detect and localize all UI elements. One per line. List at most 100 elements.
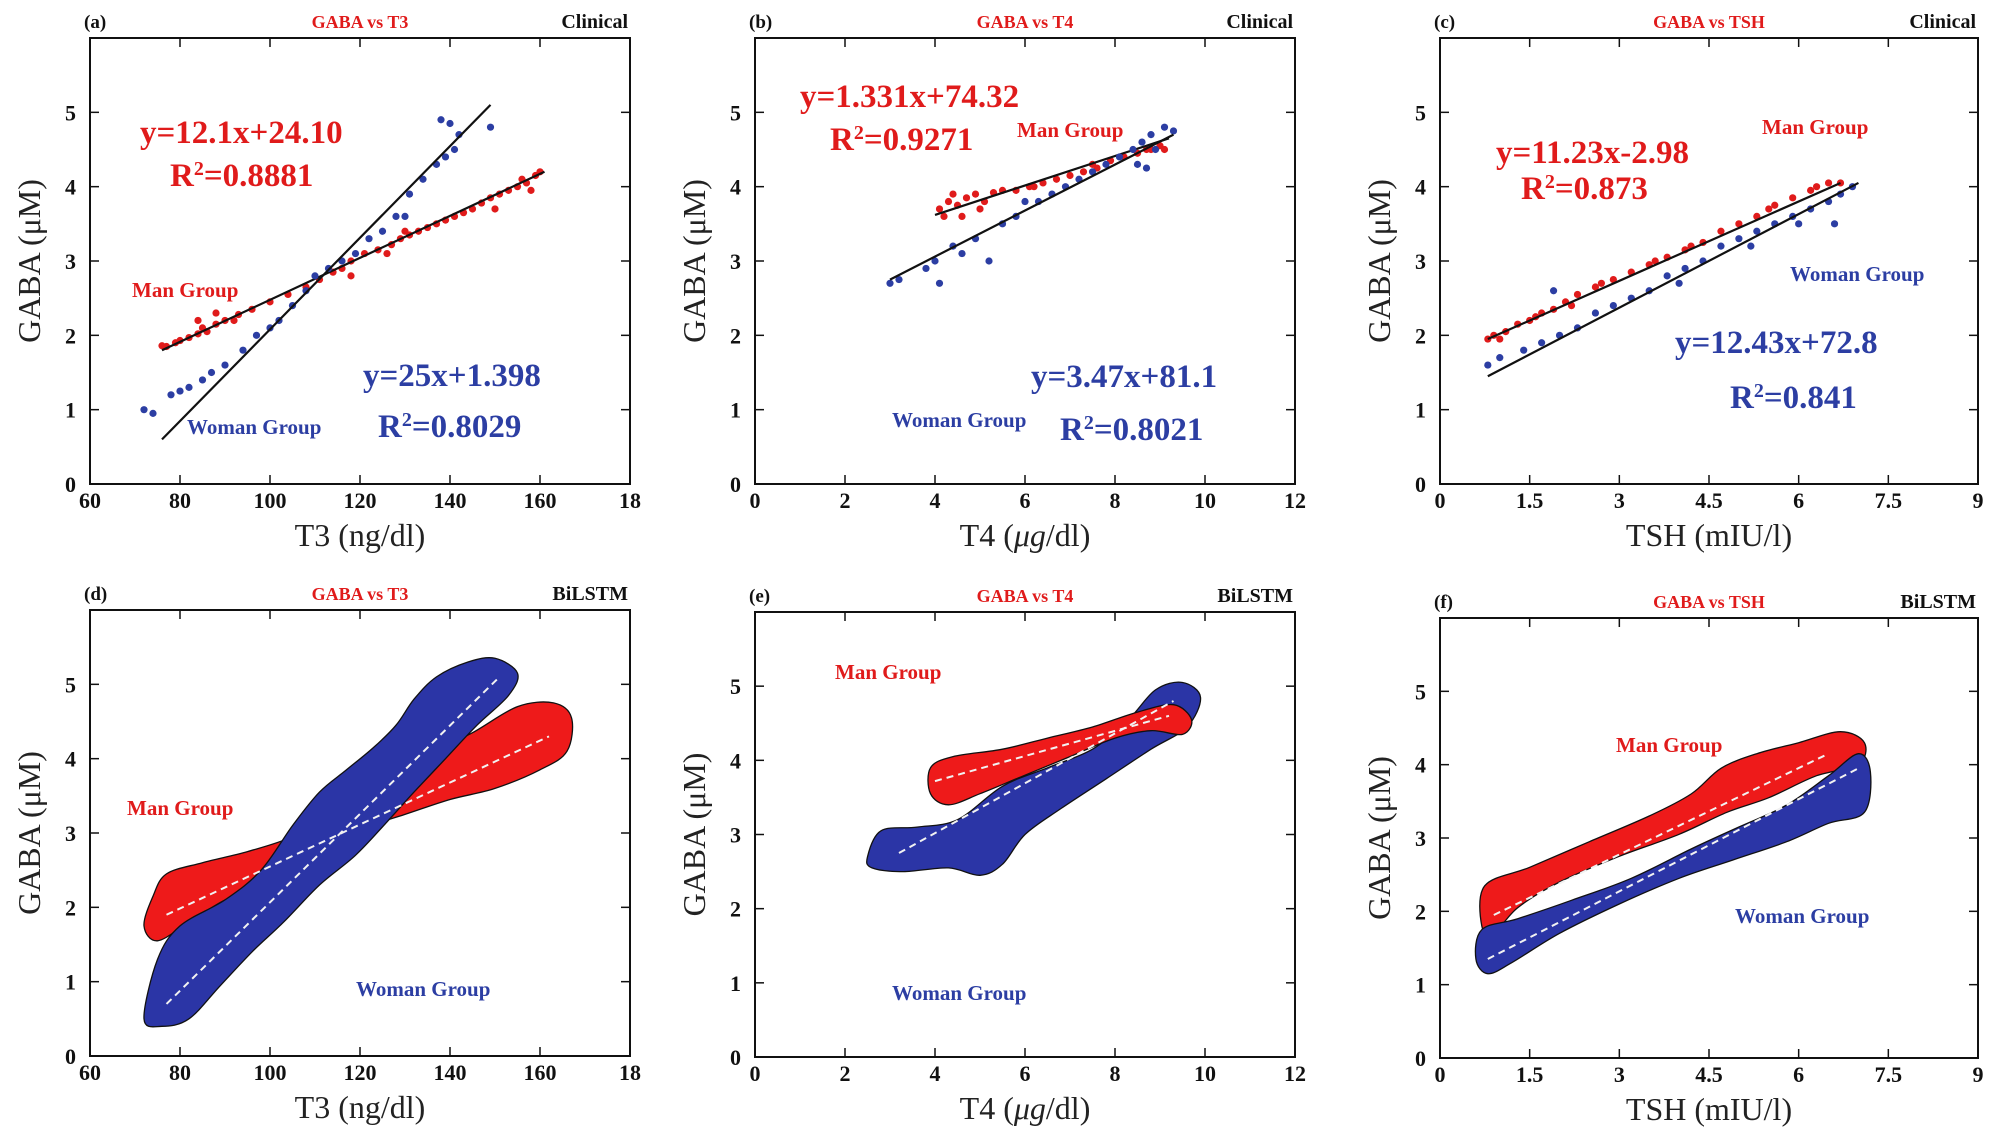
regression-equation: y=25x+1.398 — [363, 358, 541, 394]
data-point — [1030, 183, 1038, 191]
regression-equation: y=12.1x+24.10 — [140, 115, 343, 151]
data-point — [971, 190, 980, 198]
x-tick-label: 160 — [524, 1060, 557, 1085]
data-point — [140, 406, 148, 414]
y-tick-label: 0 — [730, 472, 741, 497]
data-point — [347, 272, 355, 280]
x-tick-label: 9 — [1973, 488, 1984, 513]
y-tick-label: 4 — [65, 747, 76, 772]
x-tick-label: 6 — [1793, 488, 1804, 513]
data-point — [311, 272, 319, 280]
y-axis-label: GABA (μM) — [11, 751, 47, 915]
x-tick-label: 0 — [750, 1061, 761, 1086]
y-tick-label: 2 — [65, 895, 76, 920]
data-point — [1651, 257, 1659, 265]
chart-title: GABA vs T4 — [977, 12, 1074, 32]
x-tick-label: 140 — [434, 1060, 467, 1085]
data-point — [252, 331, 261, 339]
x-tick-label: 120 — [344, 1060, 377, 1085]
x-tick-label: 4.5 — [1695, 1062, 1723, 1087]
data-point — [1484, 361, 1492, 369]
woman-group-series — [886, 123, 1178, 287]
chart-tag: BiLSTM — [552, 583, 628, 605]
y-tick-label: 2 — [1415, 899, 1426, 924]
data-point — [1079, 168, 1088, 176]
data-point — [1102, 160, 1110, 168]
y-tick-label: 3 — [65, 249, 76, 274]
data-point — [1591, 309, 1600, 317]
woman-trend-line — [898, 700, 1174, 854]
x-tick-label: 6 — [1793, 1062, 1804, 1087]
group-label: Man Group — [1762, 115, 1868, 139]
data-point — [1549, 287, 1558, 295]
y-tick-label: 2 — [1415, 323, 1426, 348]
data-point — [351, 249, 360, 258]
y-tick-label: 4 — [730, 748, 741, 773]
x-axis-label: T3 (ng/dl) — [295, 517, 426, 553]
x-tick-label: 18 — [619, 488, 641, 513]
chart-tag: BiLSTM — [1900, 591, 1976, 613]
regression-line — [889, 133, 1175, 281]
y-axis-label: GABA (μM) — [11, 179, 47, 343]
y-tick-label: 4 — [730, 175, 741, 200]
panel-letter: (b) — [749, 12, 772, 33]
panel-letter: (d) — [84, 584, 107, 605]
y-tick-label: 5 — [65, 672, 76, 697]
data-point — [149, 409, 157, 417]
woman-group-series — [140, 104, 495, 441]
regression-equation: y=12.43x+72.8 — [1675, 325, 1878, 361]
data-point — [401, 227, 409, 235]
r-squared: R2=0.8021 — [1060, 412, 1203, 448]
data-point — [958, 249, 966, 258]
y-tick-label: 4 — [65, 175, 76, 200]
data-point — [383, 249, 391, 258]
data-point — [176, 387, 184, 395]
chart-tag: Clinical — [1909, 11, 1976, 33]
x-tick-label: 60 — [79, 1060, 101, 1085]
x-tick-label: 6 — [1020, 1061, 1031, 1086]
group-label: Woman Group — [1735, 904, 1869, 928]
data-point — [1021, 197, 1029, 206]
y-tick-label: 2 — [730, 323, 741, 348]
x-tick-label: 3 — [1614, 1062, 1625, 1087]
regression-line — [1487, 181, 1859, 378]
x-tick-label: 60 — [79, 488, 101, 513]
group-label: Woman Group — [356, 977, 490, 1001]
data-point — [446, 119, 454, 128]
y-tick-label: 2 — [730, 897, 741, 922]
x-tick-label: 1.5 — [1516, 1062, 1544, 1087]
data-point — [167, 391, 175, 399]
x-tick-label: 12 — [1284, 488, 1306, 513]
chart-panel-3: (c) GABA vs TSH Clinical 0 1.5 3 4.5 6 7.5 9 0 1 2 3 4… — [1361, 11, 1984, 553]
group-label: Woman Group — [1790, 262, 1924, 286]
data-point — [940, 212, 948, 220]
y-tick-label: 3 — [1415, 826, 1426, 851]
data-point — [1169, 127, 1178, 135]
y-tick-label: 2 — [65, 323, 76, 348]
x-tick-label: 7.5 — [1875, 488, 1903, 513]
data-point — [1717, 242, 1725, 250]
y-axis-label: GABA (μM) — [1361, 756, 1397, 920]
data-point — [1142, 164, 1151, 172]
y-tick-label: 0 — [730, 1045, 741, 1070]
regression-equation: y=3.47x+81.1 — [1031, 359, 1217, 395]
x-tick-label: 3 — [1614, 488, 1625, 513]
data-point — [1789, 194, 1797, 202]
y-tick-label: 5 — [65, 100, 76, 125]
data-point — [962, 194, 971, 202]
x-tick-label: 0 — [1435, 1062, 1446, 1087]
x-tick-label: 18 — [619, 1060, 641, 1085]
plot-frame — [1439, 617, 1979, 1059]
regression-line — [1487, 181, 1841, 341]
data-point — [949, 190, 957, 198]
data-point — [1609, 275, 1617, 284]
r-squared: R2=0.8881 — [170, 158, 313, 194]
data-point — [1538, 339, 1546, 347]
y-axis-label: GABA (μM) — [1361, 179, 1397, 343]
data-point — [239, 346, 247, 354]
data-point — [958, 212, 966, 220]
data-point — [212, 309, 220, 317]
chart-title: GABA vs T3 — [312, 584, 409, 604]
